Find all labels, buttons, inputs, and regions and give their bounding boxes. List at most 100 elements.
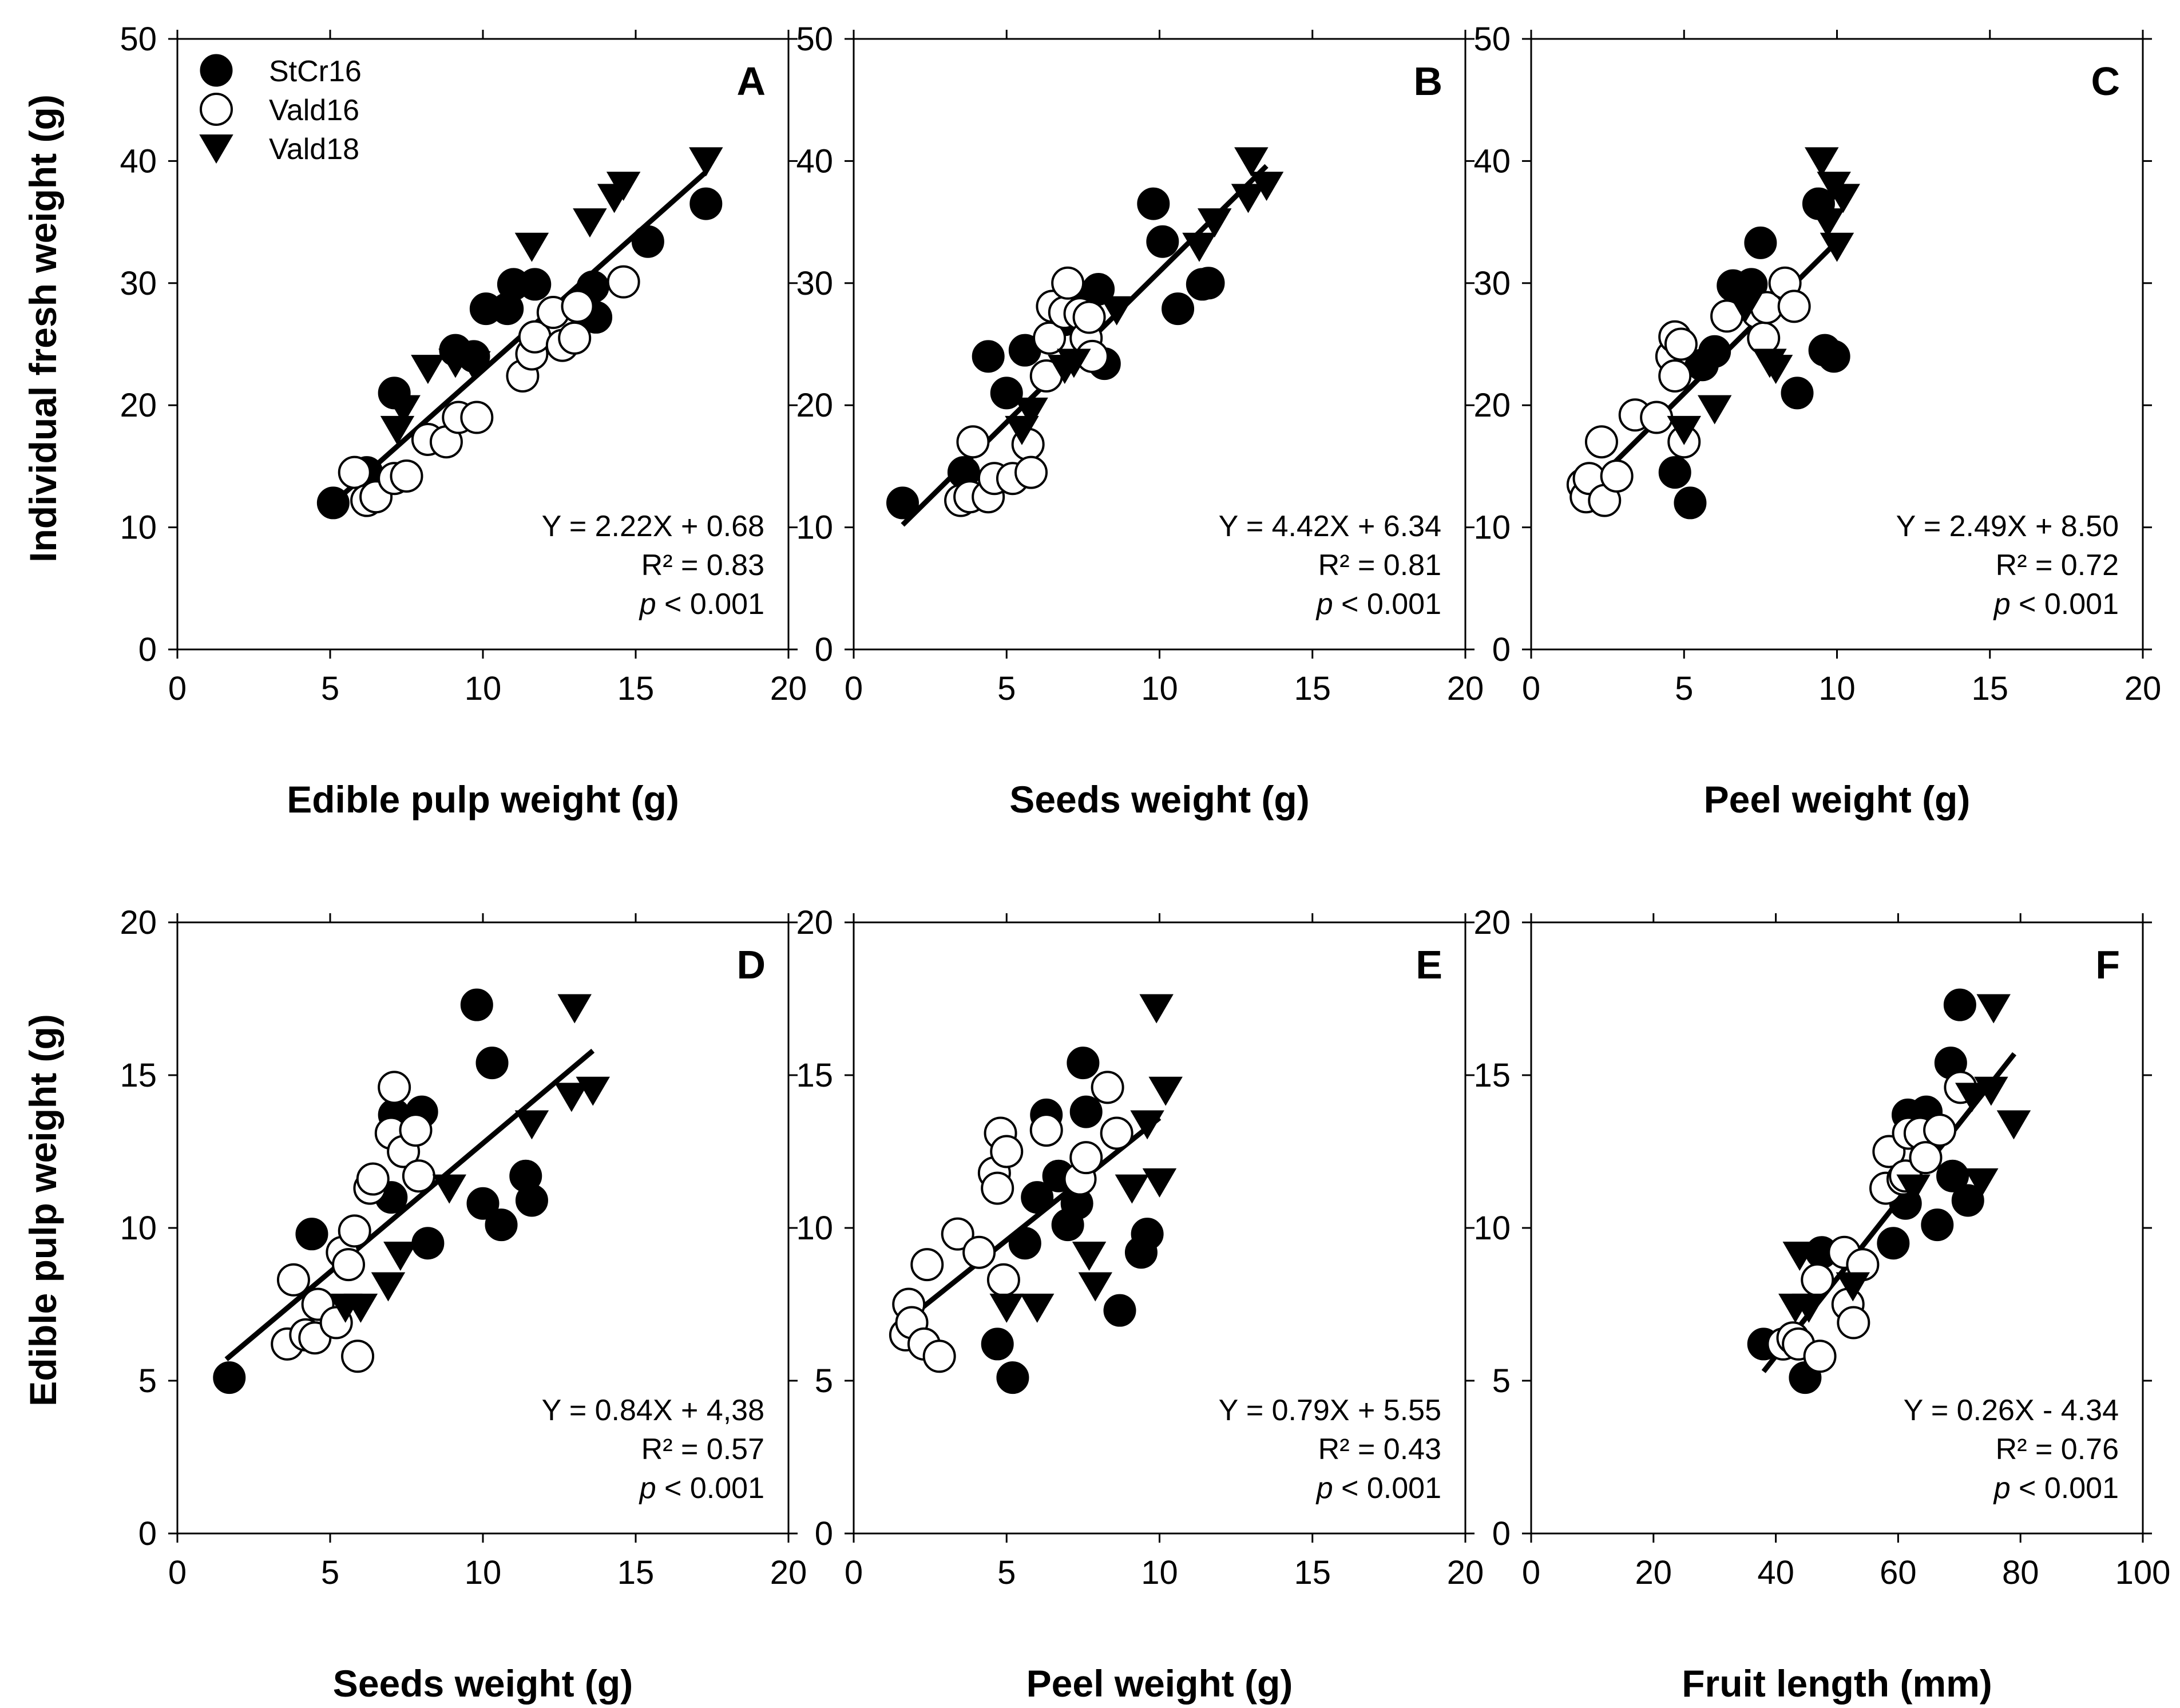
r-squared: R² = 0.43 <box>1318 1433 1441 1466</box>
p-value-text: < 0.001 <box>656 588 764 621</box>
data-point-vald18 <box>1142 1168 1177 1198</box>
x-axis-title: Fruit length (mm) <box>1682 1662 1992 1705</box>
data-point-vald16 <box>460 401 494 434</box>
p-value-text: < 0.001 <box>1333 1472 1441 1505</box>
x-tick-label: 80 <box>2002 1554 2039 1591</box>
data-point-vald16 <box>1584 425 1618 459</box>
data-point-vald18 <box>383 1242 418 1271</box>
x-tick-label: 5 <box>1675 670 1693 707</box>
data-point-vald18 <box>514 1110 549 1140</box>
regression-line <box>913 1116 1162 1316</box>
data-point-vald16 <box>981 1171 1014 1205</box>
data-point-vald16 <box>962 1235 996 1269</box>
data-point-stcr16 <box>518 268 552 301</box>
regression-line <box>224 1048 595 1362</box>
panel-letter: F <box>2095 942 2120 987</box>
x-tick-label: 5 <box>321 1554 339 1591</box>
x-tick-label: 10 <box>465 670 502 707</box>
regression-equation: Y = 0.79X + 5.55 <box>1219 1394 1441 1427</box>
p-value-symbol: p <box>1315 1472 1333 1505</box>
data-point-vald18 <box>989 1293 1024 1323</box>
data-point-vald16 <box>1664 327 1698 361</box>
p-value: p < 0.001 <box>1315 1472 1441 1505</box>
y-tick-label: 10 <box>120 1210 157 1247</box>
data-point-vald16 <box>399 1113 433 1147</box>
x-tick-label: 5 <box>321 670 339 707</box>
data-point-vald18 <box>343 1293 378 1323</box>
data-point-vald16 <box>1803 1340 1837 1373</box>
data-point-vald16 <box>558 321 592 355</box>
x-axis-title: Edible pulp weight (g) <box>287 778 679 821</box>
x-tick-label: 5 <box>997 1554 1016 1591</box>
y-tick-label: 10 <box>796 1210 833 1247</box>
data-point-vald16 <box>986 1263 1020 1297</box>
data-point-vald18 <box>1758 355 1793 385</box>
panel-letter: D <box>736 942 766 987</box>
data-point-stcr16 <box>1698 335 1731 368</box>
data-point-stcr16 <box>1146 225 1179 258</box>
data-point-stcr16 <box>316 486 350 520</box>
data-point-vald18 <box>1115 1174 1150 1204</box>
data-point-vald18 <box>1014 397 1048 427</box>
data-point-vald18 <box>557 994 592 1024</box>
data-point-vald18 <box>1099 296 1134 326</box>
y-tick-label: 5 <box>815 1362 833 1400</box>
x-tick-label: 10 <box>1141 1554 1178 1591</box>
data-point-vald16 <box>1600 459 1634 493</box>
x-tick-label: 60 <box>1880 1554 1917 1591</box>
data-point-vald18 <box>1072 1242 1107 1271</box>
y-tick-label: 30 <box>120 265 157 302</box>
x-tick-label: 20 <box>1447 670 1484 707</box>
data-point-vald18 <box>1234 147 1269 177</box>
p-value-symbol: p <box>1993 1472 2011 1505</box>
data-point-vald18 <box>1148 1076 1183 1106</box>
data-point-vald16 <box>338 1214 371 1248</box>
data-point-stcr16 <box>515 1184 548 1217</box>
x-tick-label: 0 <box>168 1554 187 1591</box>
data-point-vald16 <box>1014 455 1048 489</box>
y-axis-title-top: Individual fresh weight (g) <box>22 94 64 562</box>
data-point-vald16 <box>1100 1116 1133 1150</box>
p-value: p < 0.001 <box>1315 588 1441 621</box>
data-point-stcr16 <box>1817 340 1850 373</box>
data-point-vald16 <box>910 1248 944 1282</box>
y-tick-label: 10 <box>796 509 833 546</box>
data-point-stcr16 <box>1943 988 1976 1021</box>
data-point-vald18 <box>1974 1076 2008 1106</box>
x-tick-label: 20 <box>770 670 807 707</box>
y-tick-label: 50 <box>796 21 833 58</box>
data-point-stcr16 <box>1674 486 1707 520</box>
x-tick-label: 100 <box>2115 1554 2171 1591</box>
data-point-vald18 <box>1020 1293 1055 1323</box>
y-tick-label: 20 <box>120 904 157 941</box>
x-tick-label: 20 <box>1447 1554 1484 1591</box>
y-tick-label: 30 <box>1473 265 1511 302</box>
data-point-stcr16 <box>295 1218 328 1251</box>
data-point-stcr16 <box>886 486 919 520</box>
data-point-vald18 <box>1805 147 1839 177</box>
y-tick-label: 10 <box>120 509 157 546</box>
panel-letter: A <box>736 59 766 104</box>
p-value: p < 0.001 <box>1993 1472 2119 1505</box>
x-tick-label: 0 <box>1522 670 1540 707</box>
data-point-vald16 <box>1909 1141 1943 1175</box>
legend-label-stcr16: StCr16 <box>269 55 362 88</box>
data-point-stcr16 <box>1137 187 1170 220</box>
legend-label-vald16: Vald16 <box>269 94 359 127</box>
data-point-vald18 <box>1078 1272 1112 1302</box>
x-tick-label: 0 <box>1522 1554 1540 1591</box>
data-point-vald18 <box>1782 1242 1817 1271</box>
data-point-vald18 <box>432 1174 467 1204</box>
data-point-vald16 <box>1640 401 1674 434</box>
data-point-vald16 <box>338 455 371 489</box>
data-point-stcr16 <box>1103 1294 1136 1327</box>
data-point-vald16 <box>402 1159 435 1193</box>
panel-b: 0 5 10 15 20 0 10 20 30 40 50 B Y = 4.42X + 6.34 R² =… <box>796 21 1484 821</box>
data-point-vald18 <box>1826 184 1860 213</box>
panel-a: 0 5 10 15 20 0 10 20 30 40 50 A Y = 2.22X + 0.68 R² =… <box>120 21 807 821</box>
data-point-stcr16 <box>990 377 1023 410</box>
data-point-vald18 <box>1139 994 1174 1024</box>
data-point-vald16 <box>378 1071 411 1104</box>
data-point-vald16 <box>607 265 640 299</box>
